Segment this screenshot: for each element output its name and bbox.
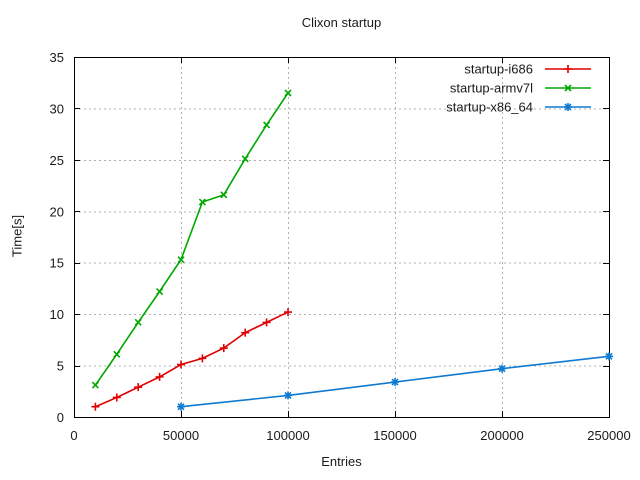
data-point-marker [241, 328, 250, 337]
y-tick-label: 0 [57, 410, 64, 425]
chart-title: Clixon startup [301, 15, 382, 30]
data-point-marker [284, 89, 292, 97]
y-tick-label: 30 [50, 101, 64, 116]
data-point-marker [262, 318, 271, 327]
data-point-marker [177, 402, 185, 411]
data-point-marker [284, 391, 292, 400]
legend-label: startup-armv7l [450, 81, 533, 96]
legend-sample-marker [564, 65, 572, 73]
y-tick-label: 15 [50, 256, 64, 271]
data-point-marker [391, 378, 399, 387]
y-tick-label: 10 [50, 307, 64, 322]
legend-sample-marker [564, 103, 572, 111]
data-point-marker [220, 191, 228, 199]
series-line-startup-armv7l [94, 92, 289, 386]
data-point-marker [263, 121, 271, 129]
data-point-marker [91, 381, 99, 389]
data-point-marker [219, 344, 228, 353]
plot-border [74, 57, 610, 418]
data-point-marker [156, 287, 164, 296]
data-point-marker [241, 155, 249, 163]
y-tick-label: 5 [57, 359, 64, 374]
data-point-marker [112, 393, 121, 402]
data-point-marker [91, 402, 100, 411]
x-tick-label: 250000 [587, 428, 630, 443]
legend-label: startup-x86_64 [446, 100, 533, 115]
x-tick-label: 200000 [480, 428, 523, 443]
data-point-marker [284, 308, 292, 317]
data-point-marker [134, 318, 142, 326]
data-point-marker [155, 372, 164, 381]
data-point-marker [177, 360, 185, 369]
data-point-marker [177, 256, 185, 264]
x-axis-label: Entries [321, 454, 362, 469]
legend-label: startup-i686 [464, 62, 533, 77]
series-line-startup-i686 [95, 311, 289, 408]
data-point-marker [498, 364, 506, 373]
x-tick-label: 50000 [163, 428, 199, 443]
x-tick-label: 100000 [266, 428, 309, 443]
data-point-marker [198, 198, 206, 206]
legend-sample-marker [564, 84, 572, 92]
data-point-marker [198, 354, 207, 363]
x-tick-label: 150000 [373, 428, 416, 443]
y-tick-label: 35 [50, 50, 64, 65]
y-tick-label: 25 [50, 153, 64, 168]
data-point-marker [605, 352, 613, 361]
x-tick-label: 0 [70, 428, 77, 443]
data-point-marker [134, 383, 143, 392]
data-point-marker [113, 350, 121, 358]
y-tick-label: 20 [50, 204, 64, 219]
